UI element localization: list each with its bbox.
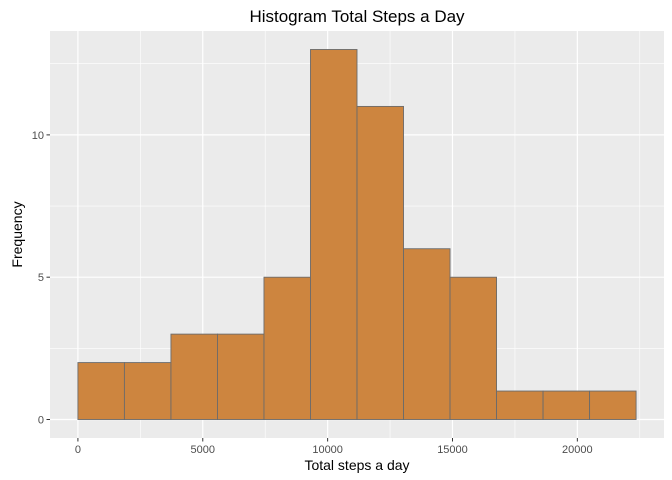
histogram-bar [170,333,218,420]
bars [77,49,637,420]
y-axis-ticks: 0 5 10 [32,130,50,427]
x-tick-label: 10000 [312,444,343,456]
histogram-bar [403,248,451,420]
histogram-bar [356,105,404,420]
x-axis-ticks: 0 5000 10000 15000 20000 [75,438,593,456]
x-axis-title: Total steps a day [304,457,409,473]
y-tick-label: 5 [38,272,44,284]
histogram-bar [263,276,311,420]
histogram-bar [542,390,591,420]
x-tick-label: 15000 [437,444,468,456]
histogram-bar [589,390,637,420]
histogram-bar [123,362,172,420]
histogram-bar [496,390,544,420]
histogram-bar [77,362,125,420]
y-axis-title: Frequency [9,201,25,267]
chart-title: Histogram Total Steps a Day [249,7,465,26]
x-tick-label: 20000 [562,444,593,456]
histogram-bar [310,49,358,420]
x-tick-label: 5000 [191,444,215,456]
y-tick-label: 10 [32,130,44,142]
y-tick-label: 0 [38,415,44,427]
x-tick-label: 0 [75,444,81,456]
histogram-bar [217,333,265,420]
histogram-bar [449,276,497,420]
